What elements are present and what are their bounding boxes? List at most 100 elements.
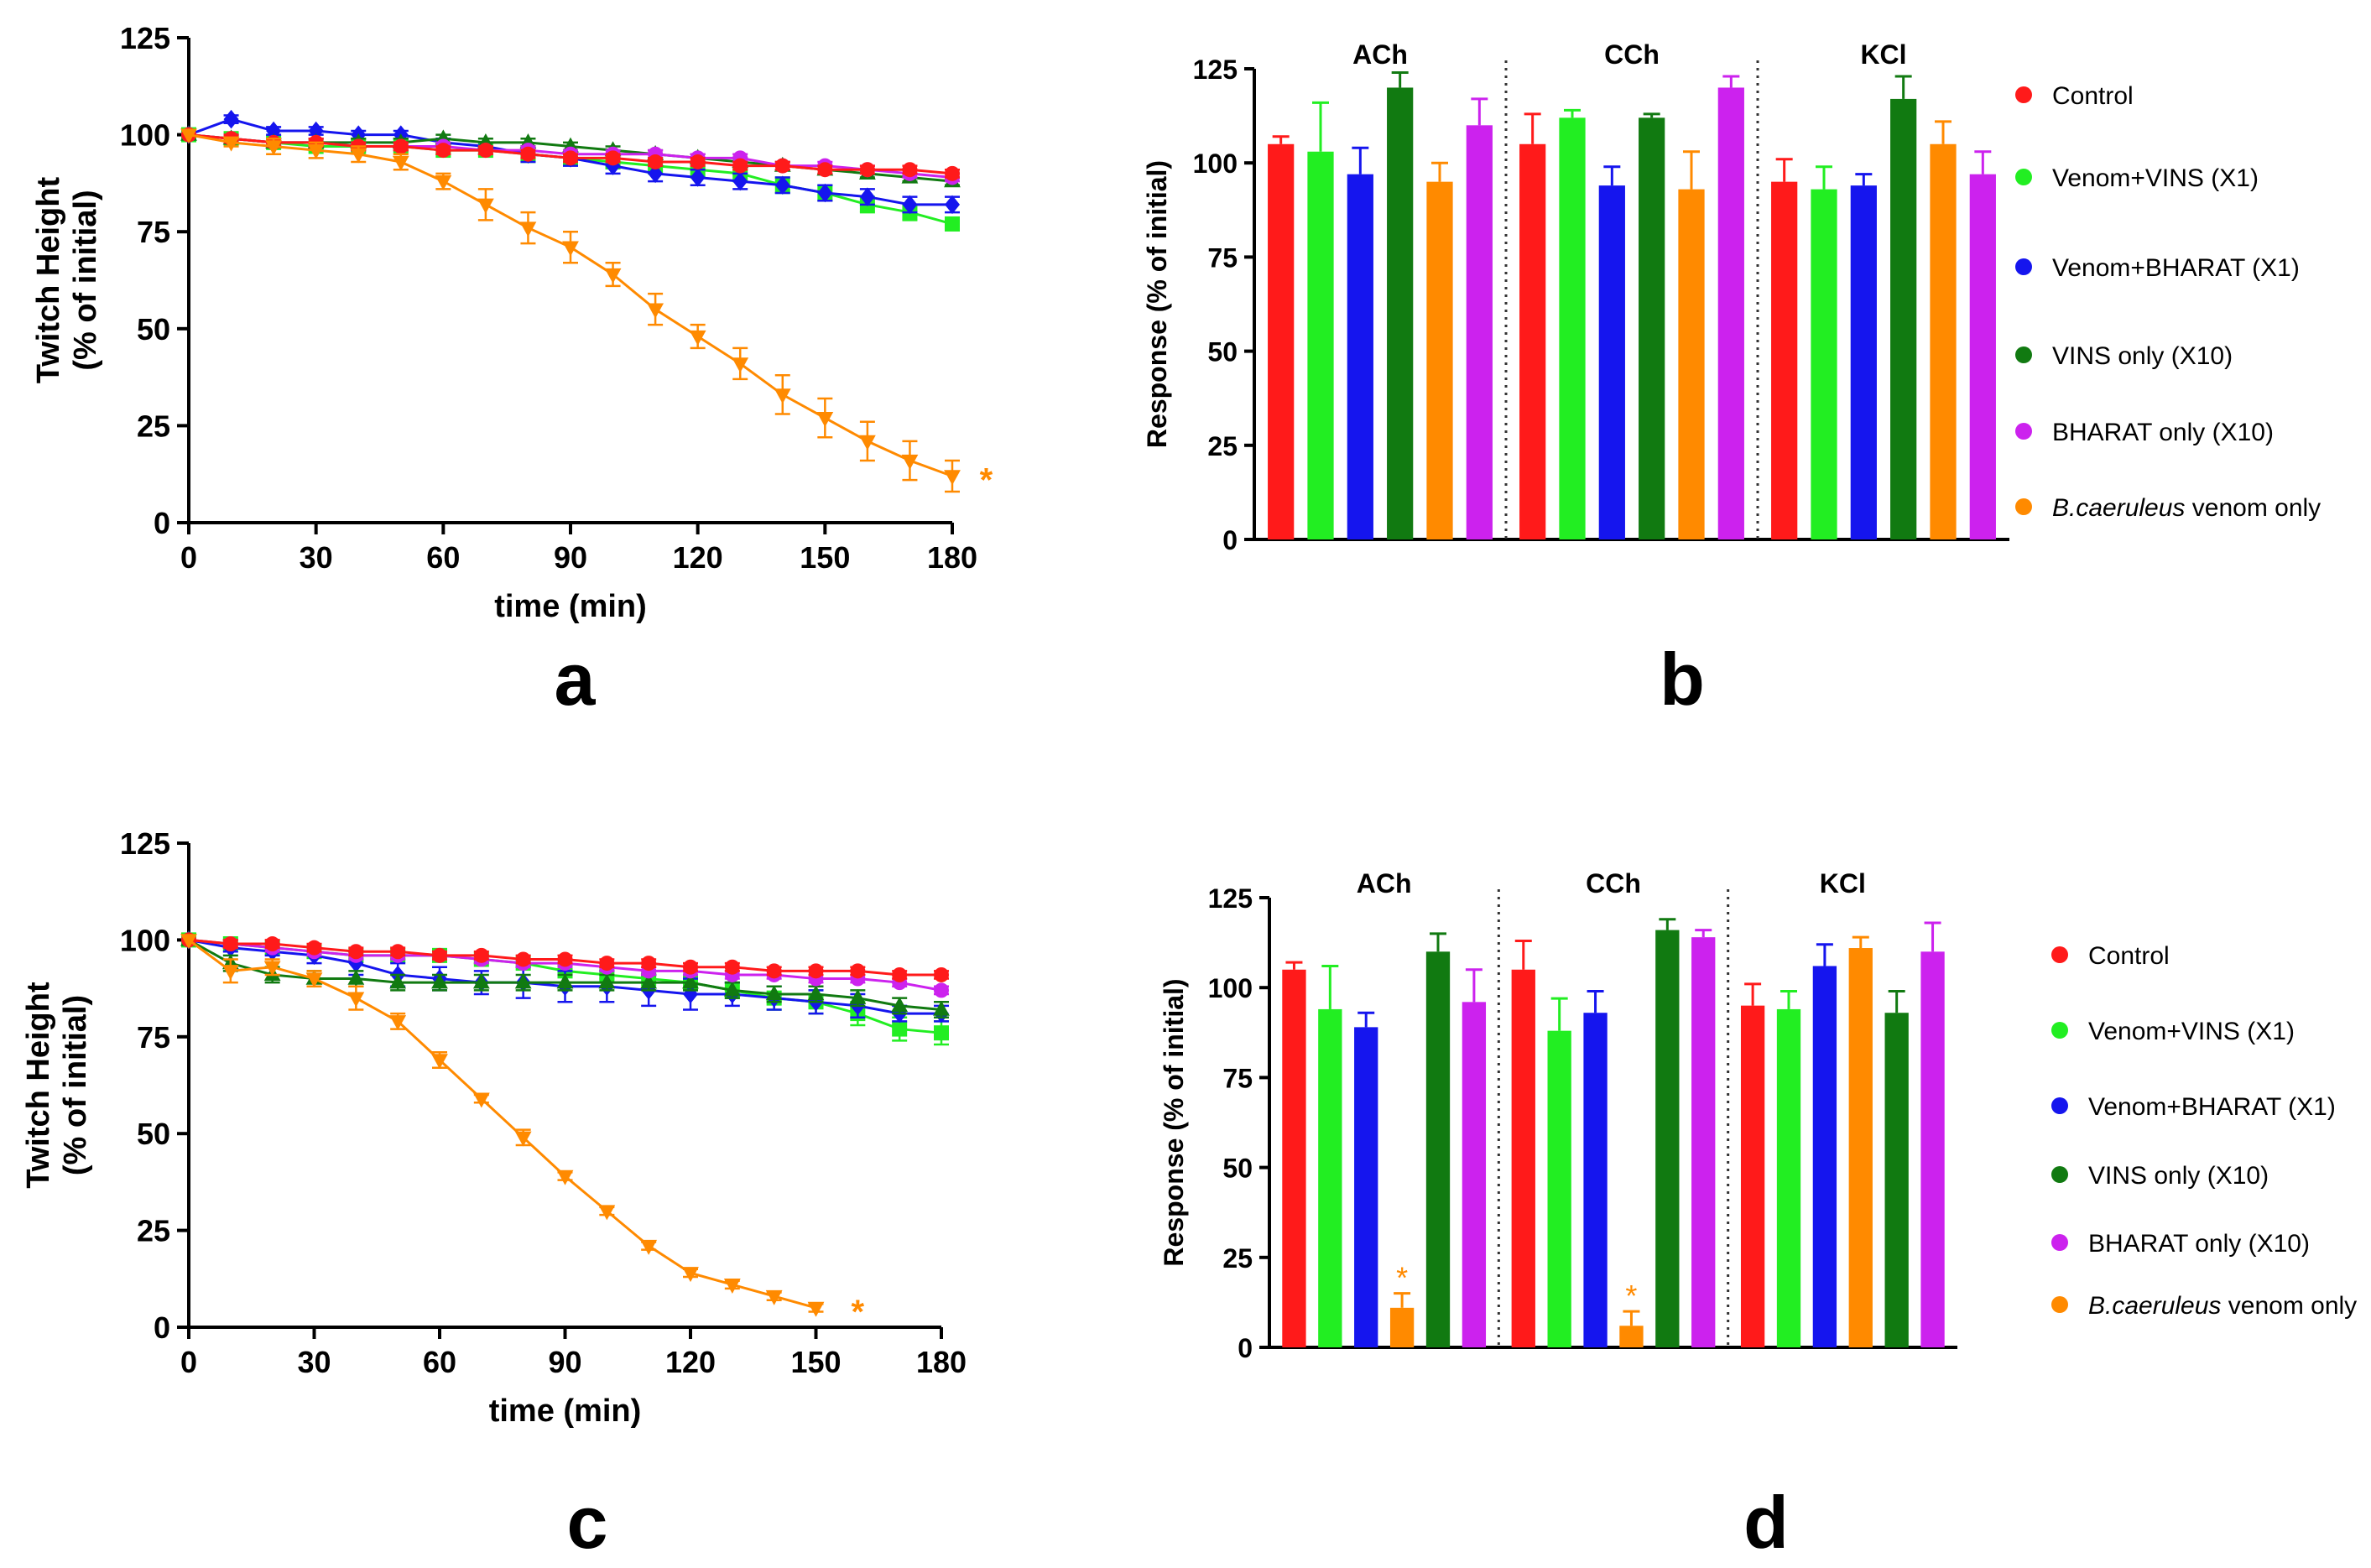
- y-tick-label: 25: [1222, 1243, 1253, 1274]
- data-point-venom_only: [682, 1267, 699, 1283]
- group-label: ACh: [1357, 868, 1412, 899]
- legend-label-venom_only: B.caeruleus venom only: [2088, 1292, 2357, 1320]
- bar-bharat_only: [1920, 951, 1945, 1347]
- data-point-control: [817, 162, 833, 178]
- data-point-venom_vins: [892, 1021, 908, 1037]
- data-point-control: [683, 959, 698, 975]
- y-tick-label: 25: [137, 409, 170, 443]
- data-point-venom_bharat: [308, 121, 324, 141]
- data-point-vins_only: [514, 973, 532, 989]
- data-point-vins_only: [431, 973, 448, 989]
- y-tick-label: 75: [137, 215, 170, 249]
- legend-label-vins_only: VINS only (X10): [2088, 1162, 2269, 1190]
- data-point-venom_bharat: [945, 195, 960, 215]
- y-tick-label: 50: [1222, 1154, 1253, 1184]
- bar-venom_vins: [1318, 1008, 1342, 1347]
- data-point-control: [515, 951, 531, 967]
- bar-venom_only: [1678, 189, 1705, 539]
- bar-venom_bharat: [1583, 1013, 1608, 1347]
- series-venom_only: [180, 934, 825, 1317]
- bar-venom_vins: [1547, 1030, 1571, 1347]
- bar-vins_only: [1890, 98, 1917, 540]
- data-point-vins_only: [556, 973, 574, 989]
- y-tick-label: 75: [1222, 1063, 1253, 1093]
- data-point-control: [934, 966, 949, 982]
- y-axis-title-line1: Twitch Height: [21, 982, 56, 1189]
- data-point-vins_only: [389, 973, 407, 989]
- y-tick-label: 0: [1238, 1333, 1253, 1363]
- data-point-control: [432, 947, 447, 963]
- y-tick-label: 25: [1207, 431, 1238, 461]
- data-point-venom_only: [944, 470, 961, 486]
- data-point-vins_only: [472, 973, 490, 989]
- bar-vins_only: [1387, 87, 1414, 539]
- data-point-venom_only: [389, 1015, 407, 1031]
- bar-venom_only: [1619, 1326, 1644, 1347]
- y-axis-title-line1: Twitch Height: [31, 177, 66, 384]
- bar-venom_vins: [1811, 189, 1837, 539]
- bar-venom_bharat: [1850, 185, 1877, 540]
- data-point-bharat_only: [934, 982, 949, 998]
- data-point-venom_only: [477, 198, 494, 214]
- bar-bharat_only: [1969, 174, 1996, 539]
- data-point-control: [348, 944, 364, 960]
- data-point-venom_only: [472, 1092, 490, 1108]
- data-point-vins_only: [933, 1000, 950, 1016]
- data-point-control: [859, 162, 875, 178]
- data-point-vins_only: [723, 981, 741, 997]
- y-tick-label: 100: [1193, 148, 1238, 179]
- bar-venom_bharat: [1354, 1027, 1378, 1347]
- legend-label-control: Control: [2052, 82, 2134, 110]
- panel-label: c: [567, 1481, 608, 1564]
- bar-bharat_only: [1462, 1002, 1487, 1347]
- group-label: KCl: [1860, 39, 1906, 70]
- x-tick-label: 30: [297, 1345, 331, 1379]
- data-point-control: [393, 138, 409, 154]
- data-point-control: [306, 940, 322, 956]
- series-control: [181, 932, 949, 982]
- data-point-venom_only: [180, 128, 197, 144]
- panel-a-line-chart: 0 25 50 75 100 125 0 30 60 90 120 150 180 time (min) T…: [31, 21, 993, 721]
- bar-bharat_only: [1466, 125, 1493, 539]
- x-tick-label: 150: [790, 1345, 841, 1379]
- data-point-venom_bharat: [859, 187, 875, 206]
- data-point-control: [641, 956, 657, 972]
- data-point-vins_only: [849, 988, 867, 1004]
- legend-marker-venom_only: [2051, 1296, 2068, 1313]
- bar-control: [1511, 969, 1535, 1347]
- data-point-control: [599, 956, 615, 972]
- bar-vins_only: [1884, 1013, 1909, 1347]
- bar-vins_only: [1655, 930, 1680, 1347]
- legend-marker-vins_only: [2015, 346, 2032, 363]
- bar-control: [1268, 143, 1295, 539]
- legend-label-venom_only: B.caeruleus venom only: [2052, 494, 2321, 522]
- data-point-venom_only: [774, 388, 791, 404]
- data-point-venom_only: [816, 411, 834, 427]
- data-point-venom_bharat: [774, 175, 790, 195]
- legend-label-venom_vins: Venom+VINS (X1): [2088, 1018, 2295, 1045]
- data-point-vins_only: [598, 973, 616, 989]
- data-point-control: [264, 936, 280, 952]
- legend-marker-venom_bharat: [2015, 258, 2032, 275]
- group-label: KCl: [1820, 868, 1866, 899]
- data-point-venom_only: [350, 148, 367, 164]
- data-point-venom_only: [732, 357, 749, 373]
- data-point-venom_vins: [934, 1025, 949, 1041]
- y-tick-label: 0: [154, 1310, 170, 1345]
- legend-label-italic: B.caeruleus: [2052, 494, 2185, 522]
- y-tick-label: 0: [1222, 525, 1238, 555]
- legend-marker-bharat_only: [2015, 423, 2032, 440]
- significance-asterisk: *: [1625, 1279, 1637, 1313]
- x-tick-label: 90: [548, 1345, 581, 1379]
- data-point-control: [690, 154, 706, 169]
- legend-label-vins_only: VINS only (X10): [2052, 342, 2233, 370]
- group-label: CCh: [1586, 868, 1641, 899]
- data-point-venom_vins: [945, 216, 960, 232]
- data-point-venom_only: [514, 1131, 532, 1147]
- y-tick-label: 125: [1208, 883, 1253, 914]
- data-point-control: [850, 963, 866, 979]
- bar-bharat_only: [1691, 937, 1716, 1347]
- data-point-control: [557, 951, 573, 967]
- y-tick-label: 100: [120, 923, 170, 957]
- y-tick-label: 25: [137, 1214, 170, 1248]
